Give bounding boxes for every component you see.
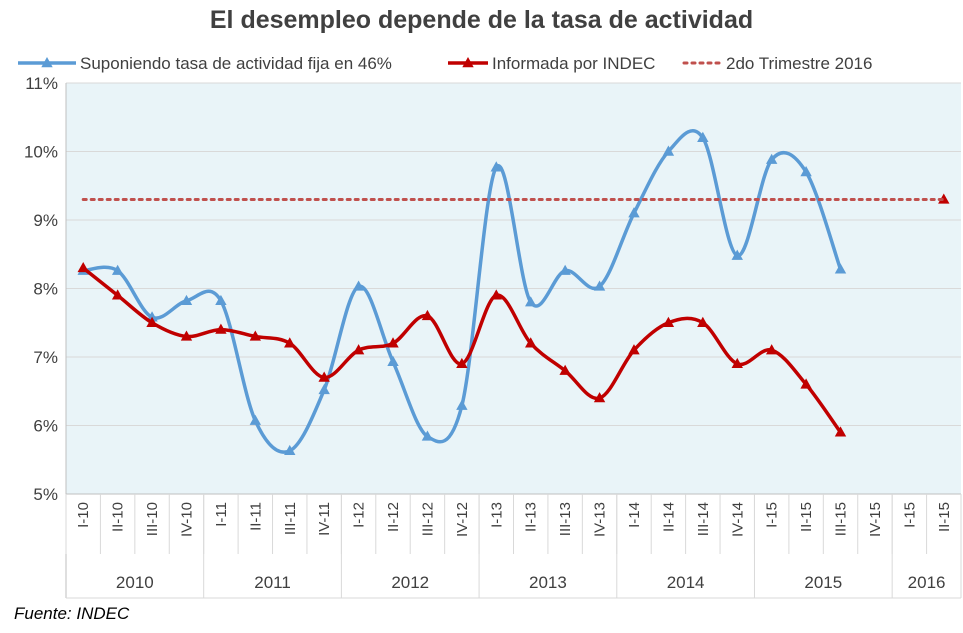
series-1-point [662, 145, 675, 156]
series-1-point [559, 264, 571, 275]
series-1-point [421, 430, 434, 441]
year-label: 2013 [529, 573, 567, 592]
year-label: 2010 [116, 573, 154, 592]
x-tick-label: II-13 [523, 502, 540, 532]
x-tick-label: II-15 [798, 502, 815, 532]
year-label: 2016 [908, 573, 946, 592]
y-tick-label: 5% [33, 485, 58, 504]
chart-title: El desempleo depende de la tasa de activ… [209, 6, 754, 34]
series-1-point [593, 280, 606, 291]
series-2-point [352, 344, 365, 355]
series-1-point [215, 294, 227, 306]
x-tick-label: IV-13 [592, 502, 609, 537]
series-2-point [593, 392, 606, 403]
series-1-point [628, 207, 640, 218]
series-layer [77, 129, 950, 456]
line-chart: Suponiendo tasa de actividad fija en 46%… [18, 54, 962, 599]
y-tick-label: 11% [25, 74, 58, 93]
series-1-point [180, 294, 193, 306]
series-2-point [731, 357, 743, 369]
legend-item-2-label: Informada por INDEC [492, 54, 655, 73]
series-2-point [834, 426, 847, 437]
x-tick-label: I-14 [626, 502, 643, 528]
legend-item-2-marker [462, 57, 474, 68]
series-2-point [180, 330, 193, 341]
series-1-point [318, 383, 330, 395]
x-tick-label: III-14 [695, 502, 712, 536]
source-note: Fuente: INDEC [14, 604, 130, 623]
y-axis: 5% 6% 7% 8% 9% 10% 11% [24, 74, 67, 598]
x-tick-label: IV-15 [867, 502, 884, 537]
legend-item-3-label: 2do Trimestre 2016 [726, 54, 872, 73]
series-2-point [421, 309, 434, 321]
year-label: 2014 [667, 573, 705, 592]
y-tick-label: 10% [24, 143, 58, 162]
series-2-point [146, 316, 158, 327]
series-2-point [662, 316, 675, 327]
series-1-point [525, 296, 537, 307]
series-2-point [800, 378, 812, 389]
series-2-point [525, 337, 537, 348]
series-2-point [111, 289, 124, 300]
series-1-point [697, 131, 709, 142]
series-1-point [800, 166, 812, 177]
x-tick-label: I-10 [75, 502, 92, 528]
x-tick-label: I-13 [488, 502, 505, 528]
x-tick-label: II-11 [247, 502, 264, 531]
legend-item-1-marker [41, 57, 53, 68]
x-tick-label: II-14 [660, 502, 677, 532]
x-tick-label: IV-12 [454, 502, 471, 537]
x-tick-label: I-15 [901, 502, 918, 528]
x-tick-label: IV-14 [729, 502, 746, 537]
series-2-point [318, 371, 330, 382]
x-axis: I-10 II-10 III-10 IV-10 I-11 II-11 III-11 IV-11… [65, 493, 962, 599]
x-tick-label: III-11 [282, 502, 299, 535]
series-2-point [559, 364, 571, 375]
series-1-point [731, 249, 743, 260]
series-1-point [765, 153, 778, 164]
series-1-point [490, 161, 502, 172]
series-1-point [111, 264, 124, 275]
x-tick-label: III-15 [833, 502, 850, 536]
year-label: 2011 [254, 573, 291, 592]
x-tick-label: III-13 [557, 502, 574, 536]
series-1-point [284, 444, 296, 456]
series-1-point [352, 280, 365, 291]
x-tick-label: IV-10 [178, 502, 195, 537]
x-tick-label: III-10 [144, 502, 161, 536]
series-2-point [490, 289, 502, 300]
series-2-point [249, 330, 262, 341]
y-tick-label: 6% [33, 417, 58, 436]
x-tick-label: I-12 [351, 502, 368, 528]
series-2-point [697, 316, 709, 327]
series-2-point [387, 337, 399, 348]
legend: Suponiendo tasa de actividad fija en 46%… [18, 54, 872, 73]
x-tick-label: I-11 [213, 502, 230, 527]
series-1-point [387, 355, 399, 366]
legend-item-1-label: Suponiendo tasa de actividad fija en 46% [80, 54, 392, 73]
x-tick-label: II-10 [110, 502, 127, 532]
x-tick-label: IV-11 [316, 502, 333, 536]
y-tick-label: 7% [33, 348, 58, 367]
series-1-point [456, 399, 468, 410]
series-2-point [215, 323, 227, 334]
series-2-point [938, 193, 950, 204]
x-tick-label: III-12 [419, 502, 436, 536]
series-2-point [628, 344, 640, 355]
x-tick-label: I-15 [764, 502, 781, 528]
series-2-point [765, 344, 778, 355]
series-1-line [83, 129, 843, 454]
year-label: 2015 [804, 573, 842, 592]
x-tick-label: II-12 [385, 502, 402, 532]
series-1-point [834, 263, 847, 274]
y-tick-label: 8% [33, 280, 58, 299]
series-2-point [456, 357, 468, 369]
series-2-point [77, 261, 89, 273]
y-tick-label: 9% [33, 211, 58, 230]
year-label: 2012 [391, 573, 429, 592]
x-tick-label: II-15 [936, 502, 953, 532]
series-2-point [284, 337, 296, 348]
series-1-point [249, 414, 262, 425]
